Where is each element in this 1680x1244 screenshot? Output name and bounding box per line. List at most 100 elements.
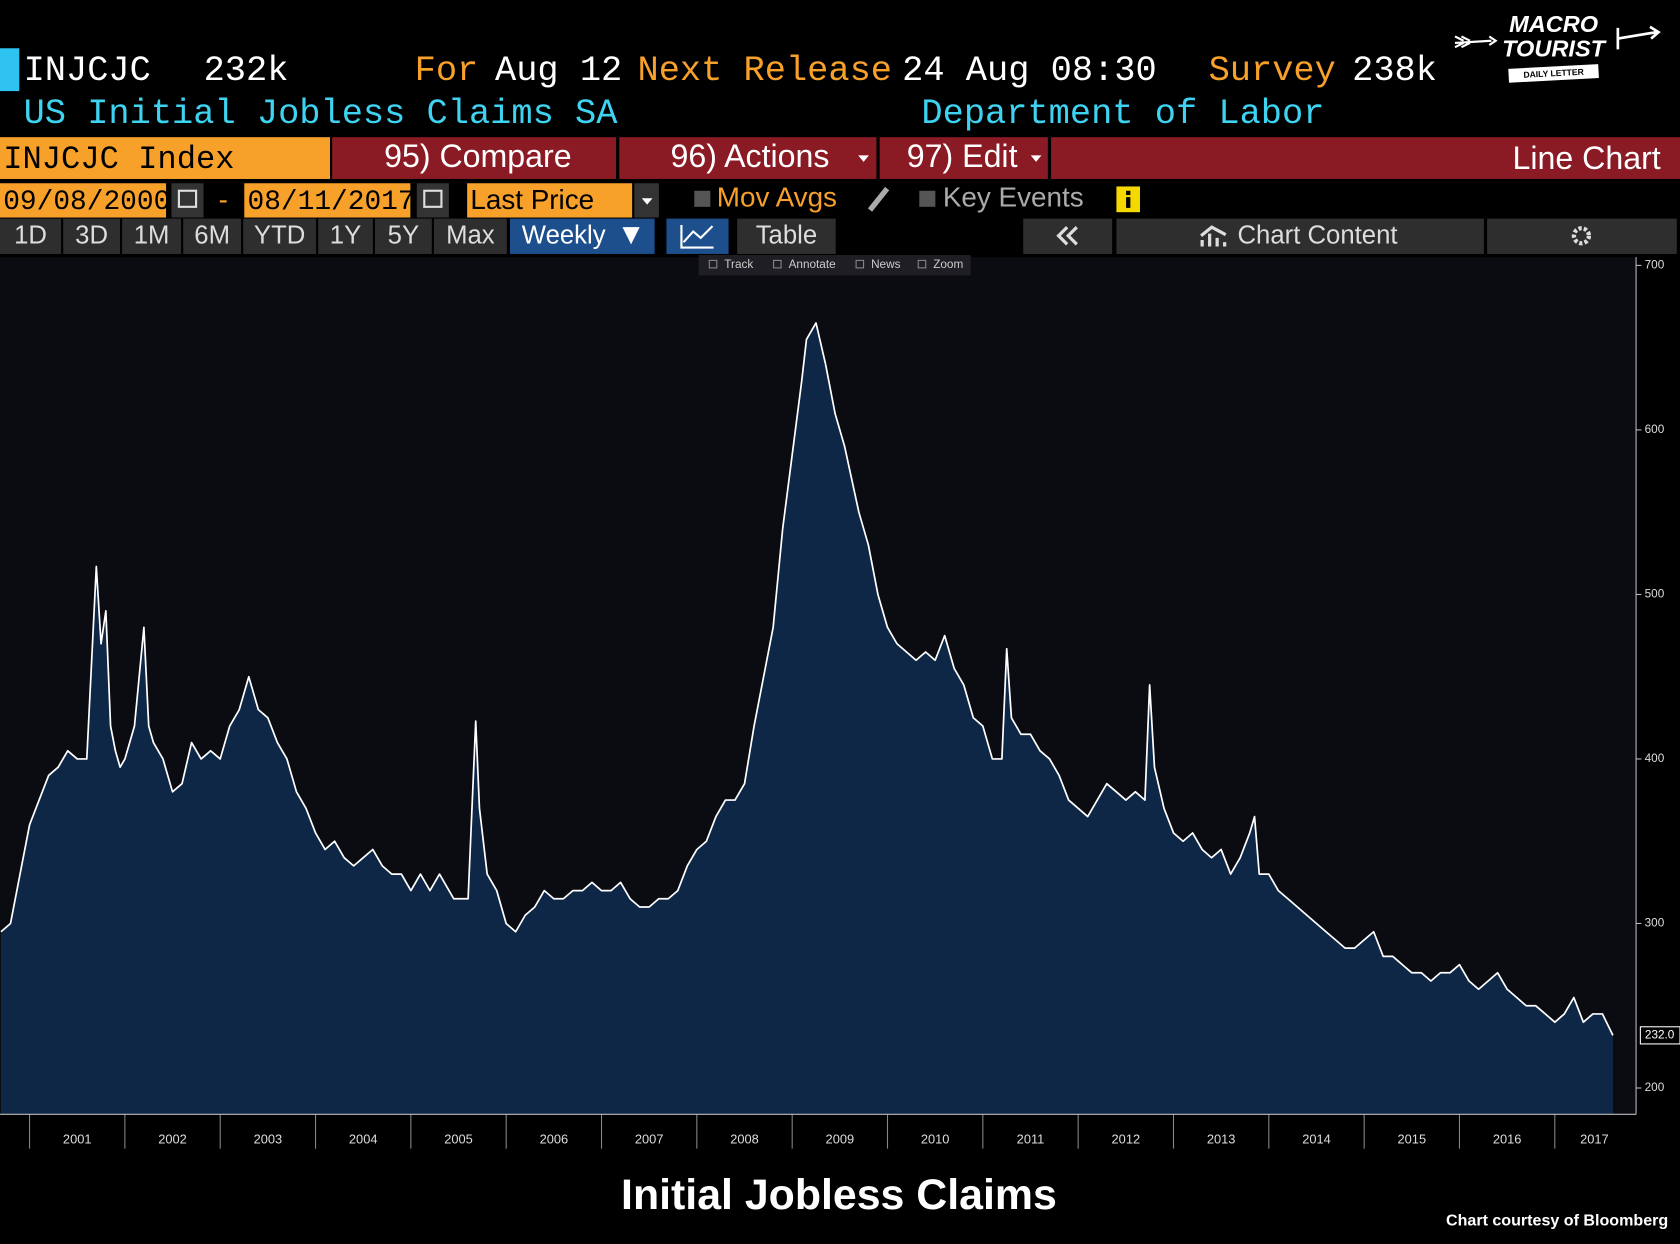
x-tick-label: 2017 [1580,1131,1609,1146]
y-tick-label: 200 [1645,1081,1665,1094]
last-value: 232k [204,51,289,91]
range-tab[interactable] [375,218,432,254]
cursor-block [0,48,20,92]
security-box[interactable] [0,137,330,179]
collapse-glyph [1056,226,1078,246]
x-tick-label: 2006 [540,1131,569,1146]
calendar-icon[interactable] [416,183,449,218]
x-tick-label: 2001 [63,1131,92,1146]
ticker: INJCJC [24,51,151,91]
x-tick-label: 2009 [826,1131,855,1146]
start-date: 09/08/2000 [3,187,170,218]
y-tick-label: 500 [1645,588,1665,601]
x-tick-label: 2011 [1017,1131,1045,1146]
calendar-icon[interactable] [171,183,204,218]
field-box[interactable] [467,183,633,218]
frequency: Weekly [522,222,606,250]
logo-tagline: DAILY LETTER [1523,67,1585,80]
logo-line1: MACRO [1509,11,1598,37]
edit-button[interactable] [879,137,1048,179]
chart-content-button[interactable] [1116,218,1484,254]
calendar-glyph [177,189,198,208]
range-tab[interactable] [243,218,317,254]
key-events: Key Events [943,182,1084,213]
chart-content-glyph [1200,225,1227,247]
chart-title: Initial Jobless Claims [621,1171,1057,1219]
for-label: For [415,51,479,91]
last-value-label: 232.0 [1645,1028,1675,1041]
range-tab[interactable] [0,218,62,254]
table: Table [756,222,817,250]
actions: 96) Actions [671,138,830,174]
x-tick-label: 2002 [158,1131,187,1146]
survey-value: 238k [1352,51,1437,91]
range-label: 1Y [330,222,361,250]
y-tick-label: 600 [1645,423,1665,436]
range-tab[interactable] [122,218,182,254]
gear-icon [1571,226,1592,246]
pencil-icon[interactable] [867,186,890,212]
security: INJCJC Index [3,141,234,178]
y-tick-label: 300 [1645,917,1665,930]
line [0,322,1614,1036]
tool-icon[interactable] [855,259,865,269]
area [0,322,1613,1115]
chart-glyph [680,225,714,249]
logo-line2: TOURIST [1502,36,1608,62]
chart-credit: Chart courtesy of Bloomberg [1446,1212,1668,1230]
y-tick-label: 400 [1645,752,1665,765]
range-label: 6M [194,222,230,250]
edit: 97) Edit [907,138,1018,174]
end-date-box[interactable] [244,183,411,218]
mov-avgs-checkbox[interactable] [694,190,711,207]
end-date: 08/11/2017 [247,187,414,218]
logo-band [1508,64,1599,83]
for-date: Aug 12 [495,51,622,91]
survey-label: Survey [1209,51,1336,91]
next-label: Next Release [638,51,893,91]
tool-label: Zoom [933,258,963,271]
x-tick-label: 2004 [349,1131,378,1146]
tool-label: Track [724,258,753,271]
range-label: YTD [254,222,305,250]
y-tick-label: 700 [1645,259,1665,272]
compare: 95) Compare [384,138,571,174]
tool-icon[interactable] [708,259,718,269]
range-tab[interactable] [433,218,507,254]
compare-button[interactable] [332,137,617,179]
chart-content: Chart Content [1238,222,1398,250]
range-label: 1D [14,222,47,250]
next-date: 24 Aug 08:30 [902,51,1157,91]
info-glyph [1126,190,1131,196]
tool-icon[interactable] [773,259,782,269]
logo-arrow-left [1454,35,1498,49]
range-tab[interactable] [318,218,373,254]
settings-button[interactable] [1487,218,1677,254]
start-date-box[interactable] [0,183,167,218]
tool-label: Annotate [789,258,837,271]
dropdown-arrow [641,198,653,205]
logo: MACRO TOURIST DAILY LETTER [1454,11,1661,83]
mov-avgs: Mov Avgs [717,182,837,213]
x-tick-label: 2012 [1112,1131,1141,1146]
key-events-checkbox[interactable] [919,190,936,207]
chart-type: Line Chart [1512,140,1660,176]
chart-type-bar [1051,137,1680,179]
range-tab[interactable] [63,218,120,254]
x-tick-label: 2015 [1398,1131,1427,1146]
info-glyph [1126,197,1131,208]
x-tick-label: 2005 [444,1131,473,1146]
x-tick-label: 2003 [254,1131,283,1146]
logo-arrow-right [1616,25,1661,50]
table-tab[interactable] [737,218,836,254]
range-tab[interactable] [183,218,242,254]
actions-button[interactable] [619,137,877,179]
tool-icon[interactable] [917,259,927,269]
tool-strip [698,255,971,276]
date-dash: - [219,184,228,215]
tool-label: News [871,258,901,271]
x-tick-label: 2007 [635,1131,664,1146]
last-value-box [1639,1026,1680,1045]
x-tick-label: 2016 [1493,1131,1522,1146]
